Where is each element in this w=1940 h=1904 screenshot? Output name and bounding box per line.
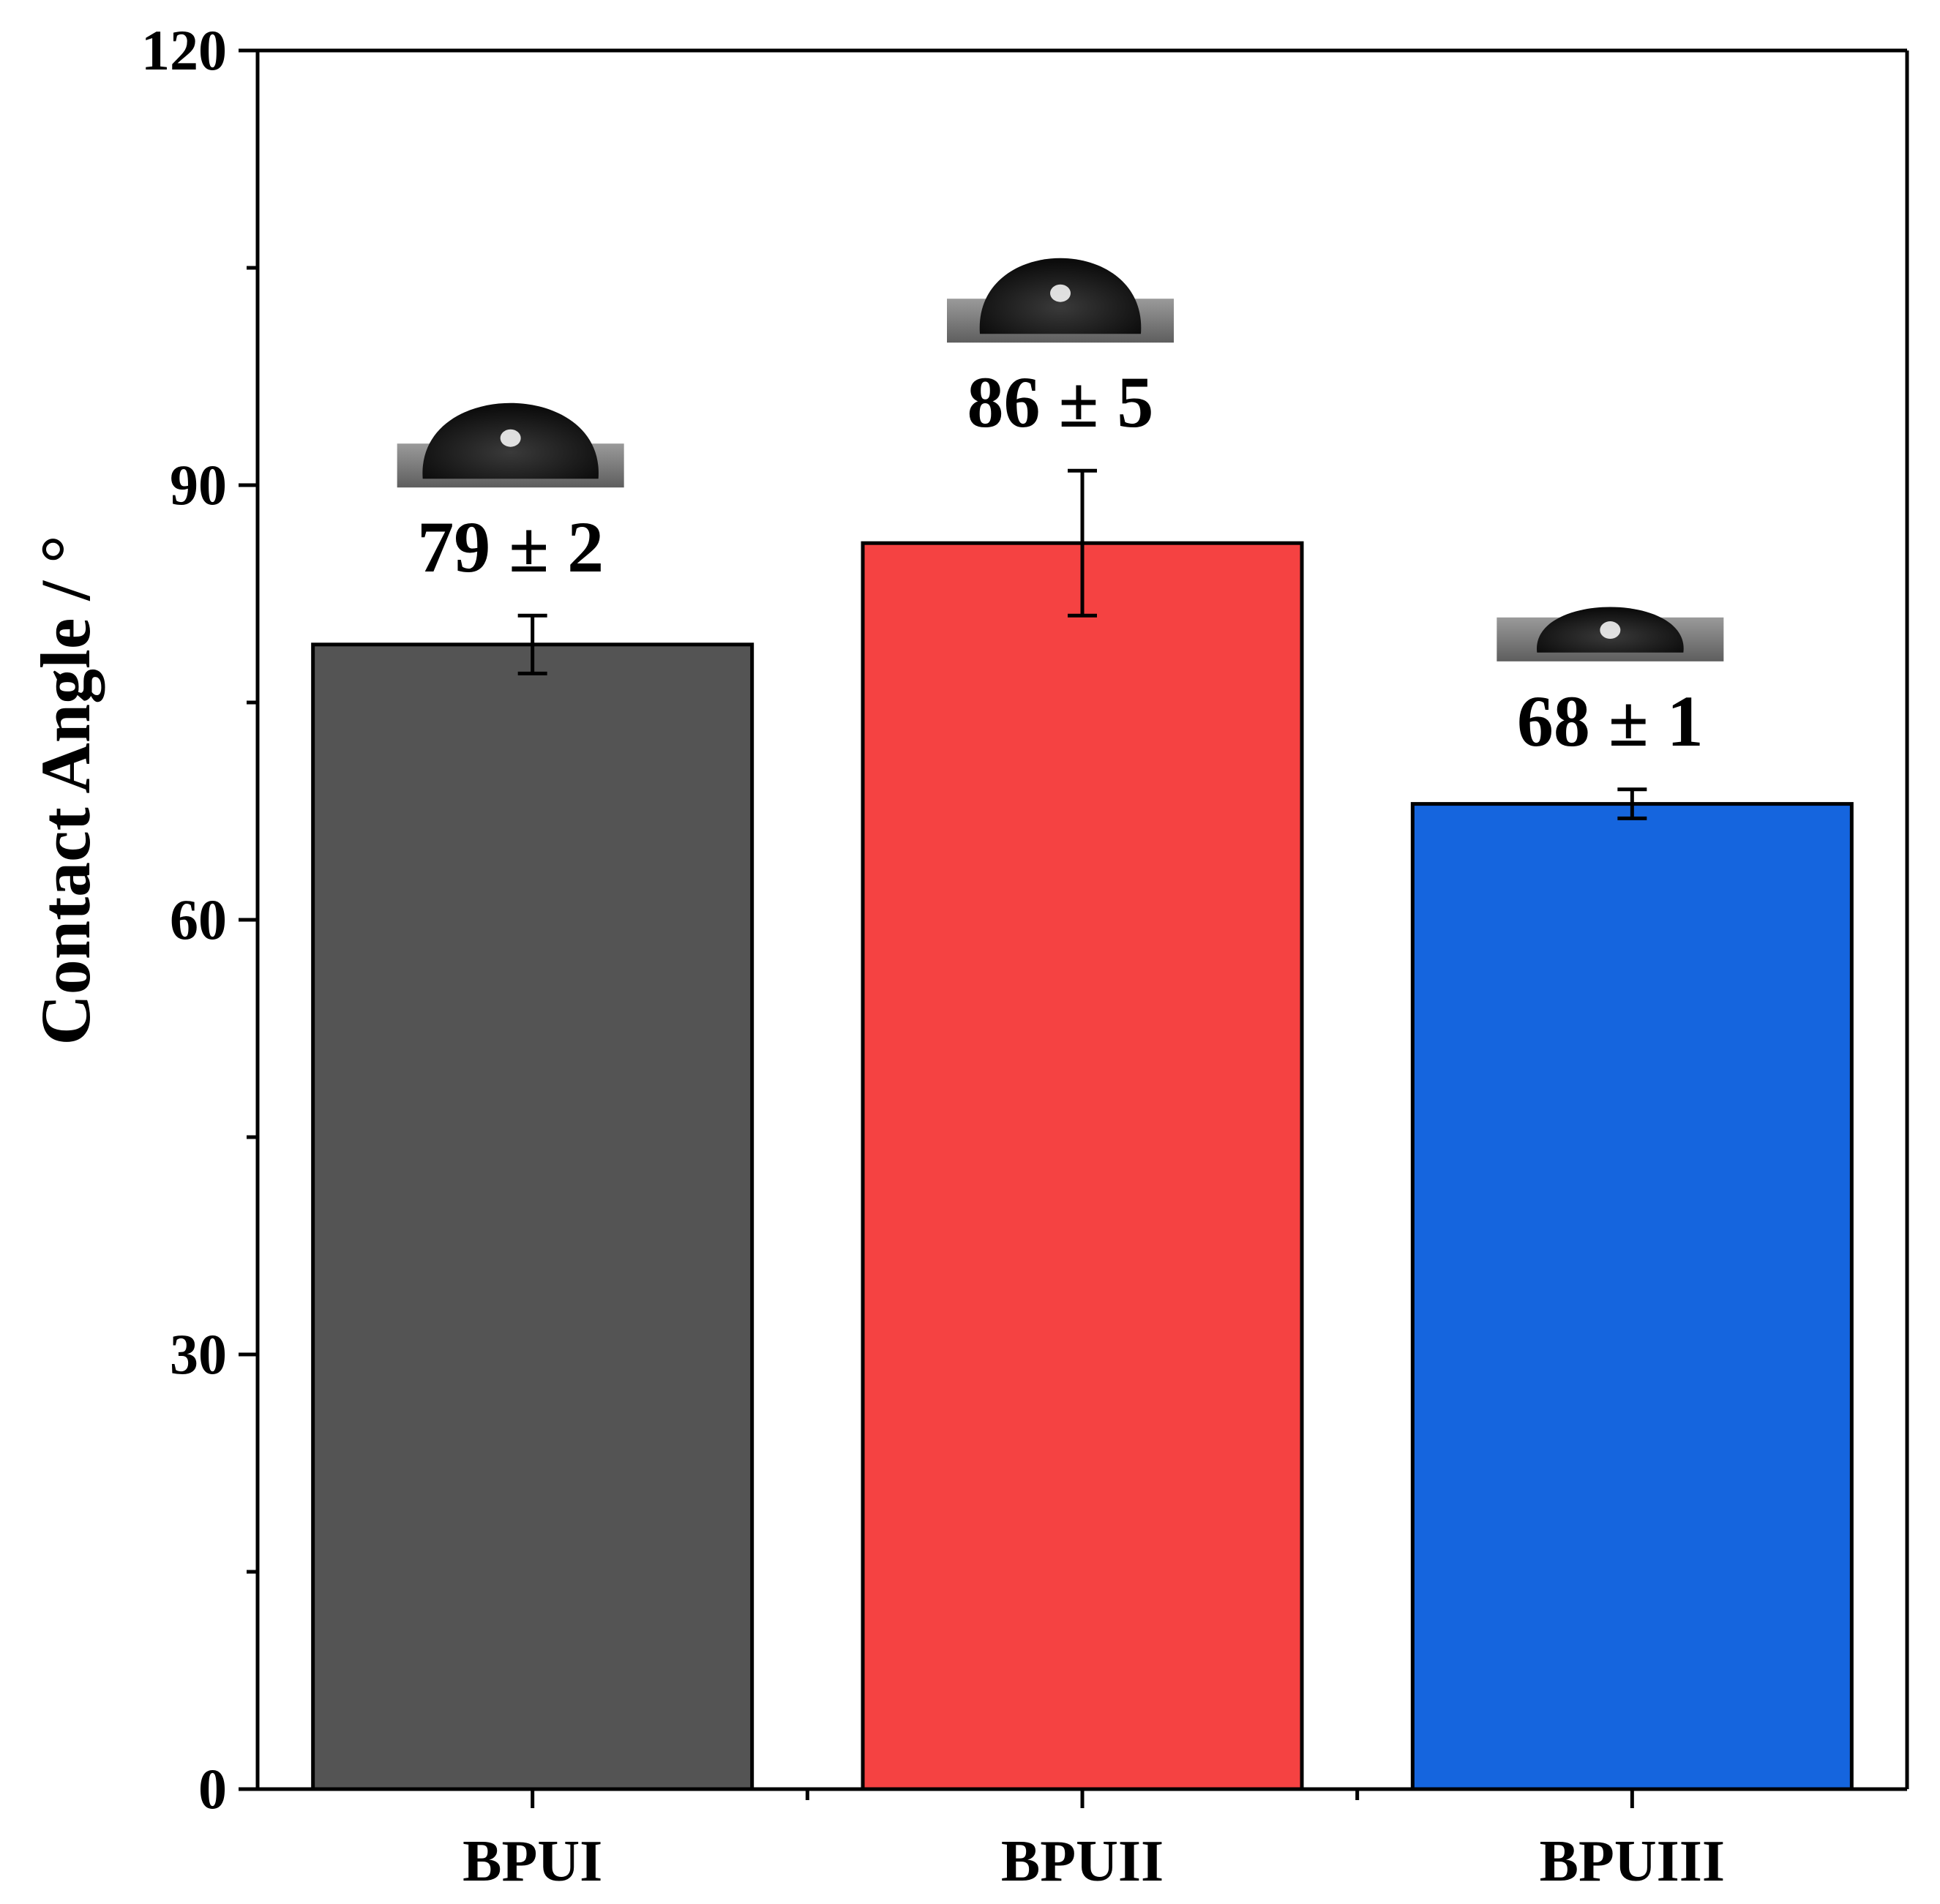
x-category-label: BPUIII — [1540, 1829, 1725, 1894]
value-annotation: 86 ± 5 — [967, 361, 1154, 443]
value-annotation: 68 ± 1 — [1517, 681, 1704, 762]
bar-bpui — [311, 642, 754, 1791]
droplet-photo — [397, 363, 624, 488]
y-axis-title: Contact Angle / ° — [26, 535, 105, 1045]
y-tick-label: 120 — [141, 18, 227, 82]
x-category-label: BPUII — [1001, 1829, 1164, 1894]
droplet-photo — [947, 218, 1174, 343]
y-tick-label: 0 — [198, 1757, 227, 1821]
y-tick-label: 60 — [170, 888, 227, 951]
y-tick-label: 90 — [170, 453, 227, 517]
error-bar — [1617, 787, 1647, 820]
bar-bpuii — [861, 541, 1304, 1791]
y-tick-label: 30 — [170, 1322, 227, 1386]
error-bar — [1068, 468, 1097, 618]
x-category-label: BPUI — [462, 1829, 602, 1894]
value-annotation: 79 ± 2 — [417, 506, 604, 588]
error-bar — [517, 613, 547, 675]
bar-bpuiii — [1410, 802, 1854, 1791]
droplet-photo — [1497, 536, 1724, 661]
